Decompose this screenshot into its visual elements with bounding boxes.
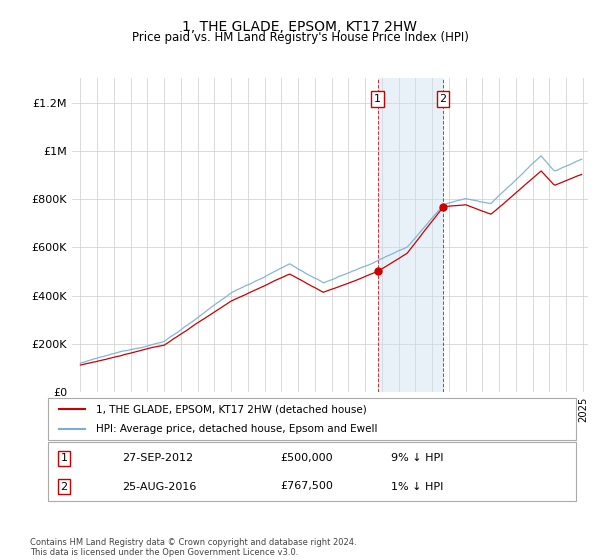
FancyBboxPatch shape: [48, 442, 576, 501]
Text: £500,000: £500,000: [280, 453, 333, 463]
Text: 2: 2: [60, 482, 67, 492]
Text: £767,500: £767,500: [280, 482, 333, 492]
Text: 1% ↓ HPI: 1% ↓ HPI: [391, 482, 443, 492]
Text: 1: 1: [61, 453, 67, 463]
Bar: [378, 78, 443, 392]
Text: 1, THE GLADE, EPSOM, KT17 2HW: 1, THE GLADE, EPSOM, KT17 2HW: [182, 20, 418, 34]
Text: 25-AUG-2016: 25-AUG-2016: [122, 482, 196, 492]
Text: 27-SEP-2012: 27-SEP-2012: [122, 453, 193, 463]
Text: Contains HM Land Registry data © Crown copyright and database right 2024.
This d: Contains HM Land Registry data © Crown c…: [30, 538, 356, 557]
Text: HPI: Average price, detached house, Epsom and Ewell: HPI: Average price, detached house, Epso…: [95, 424, 377, 434]
Text: 1, THE GLADE, EPSOM, KT17 2HW (detached house): 1, THE GLADE, EPSOM, KT17 2HW (detached …: [95, 404, 366, 414]
Text: Price paid vs. HM Land Registry's House Price Index (HPI): Price paid vs. HM Land Registry's House …: [131, 31, 469, 44]
Text: 9% ↓ HPI: 9% ↓ HPI: [391, 453, 444, 463]
FancyBboxPatch shape: [48, 398, 576, 440]
Text: 1: 1: [374, 94, 381, 104]
Text: 2: 2: [440, 94, 446, 104]
